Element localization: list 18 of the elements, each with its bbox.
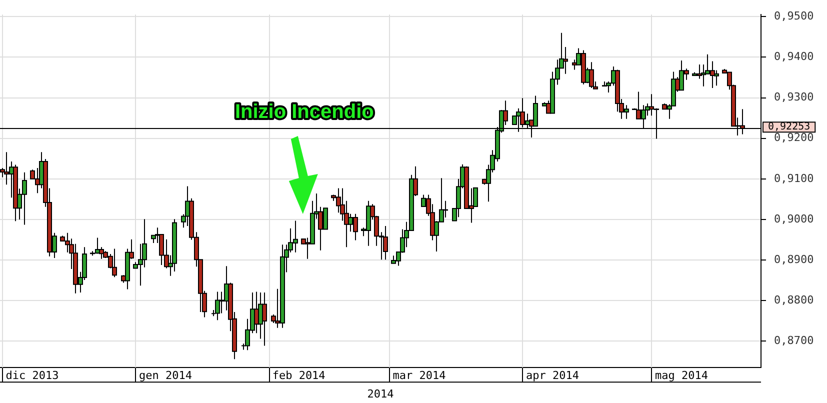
x-tick-label: feb 2014: [272, 369, 326, 382]
annotation: Inizio Incendio: [234, 100, 374, 123]
y-tick-label: 0,9100: [774, 172, 814, 185]
x-tick-label: mag 2014: [654, 369, 708, 382]
y-tick-label: 0,9500: [774, 9, 814, 22]
x-tick-label: apr 2014: [526, 369, 580, 382]
y-tick-label: 0,8900: [774, 252, 814, 266]
y-tick-label: 0,9400: [774, 50, 814, 64]
x-axis-title: 2014: [367, 387, 394, 400]
x-tick-label: gen 2014: [139, 369, 192, 382]
y-tick-label: 0,9300: [774, 90, 814, 104]
y-tick-label: 0,9000: [774, 212, 814, 226]
y-tick-label: 0,8800: [774, 294, 814, 307]
y-tick-label: 0,8700: [774, 334, 814, 348]
ref-line-label: 0,92253: [768, 122, 810, 133]
x-tick-label: mar 2014: [392, 369, 446, 382]
y-tick-label: 0,9200: [774, 131, 814, 144]
x-tick-label: dic 2013: [6, 369, 59, 382]
